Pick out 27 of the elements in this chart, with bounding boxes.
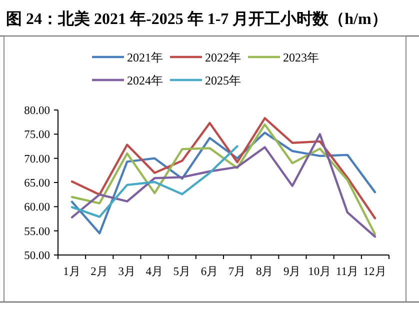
y-tick-label: 60.00 bbox=[24, 202, 50, 214]
y-tick-label: 55.00 bbox=[24, 226, 50, 238]
legend-label: 2023年 bbox=[283, 50, 319, 64]
y-tick-label: 75.00 bbox=[24, 129, 50, 142]
x-tick-label: 2月 bbox=[90, 265, 108, 278]
x-tick-label: 10月 bbox=[308, 265, 332, 278]
chart-title: 图 24：北美 2021 年-2025 年 1-7 月开工小时数（h/m） bbox=[6, 9, 388, 28]
x-tick-label: 6月 bbox=[200, 265, 219, 278]
y-tick-label: 70.00 bbox=[24, 153, 50, 166]
line-series bbox=[70, 117, 376, 220]
legend-label: 2021年 bbox=[127, 50, 163, 64]
y-tick-label: 65.00 bbox=[24, 178, 50, 190]
legend-label: 2022年 bbox=[205, 50, 241, 64]
y-tick-label: 80.00 bbox=[24, 105, 50, 117]
line-series bbox=[70, 145, 238, 218]
x-tick-label: 12月 bbox=[363, 265, 387, 278]
x-tick-label: 3月 bbox=[118, 265, 136, 278]
x-tick-label: 9月 bbox=[283, 265, 302, 278]
x-tick-label: 7月 bbox=[228, 265, 246, 278]
y-tick-label: 50.00 bbox=[24, 250, 50, 262]
x-tick-label: 11月 bbox=[336, 265, 359, 278]
x-tick-label: 5月 bbox=[173, 265, 192, 278]
x-tick-label: 8月 bbox=[256, 265, 274, 278]
legend-label: 2025年 bbox=[205, 74, 241, 88]
legend-label: 2024年 bbox=[127, 74, 163, 88]
x-tick-label: 4月 bbox=[146, 265, 164, 278]
x-tick-label: 1月 bbox=[63, 265, 81, 278]
